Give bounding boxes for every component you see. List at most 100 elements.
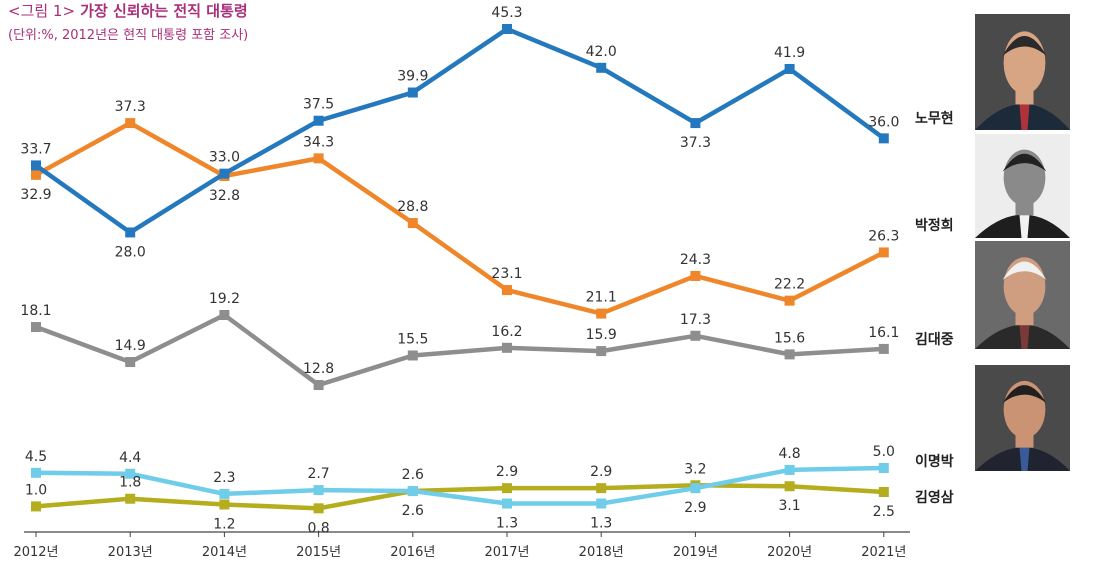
portrait-hair bbox=[1002, 385, 1047, 404]
data-point-marker bbox=[407, 486, 418, 497]
data-point-marker bbox=[878, 343, 889, 354]
data-label: 39.9 bbox=[397, 69, 428, 85]
series-name-label: 김대중 bbox=[915, 331, 954, 348]
data-point-marker bbox=[596, 483, 607, 494]
data-label: 2.7 bbox=[307, 466, 329, 482]
x-tick-label: 2014년 bbox=[202, 545, 247, 560]
portrait-hair bbox=[1002, 36, 1047, 56]
data-label: 15.6 bbox=[774, 330, 805, 346]
data-label: 1.3 bbox=[496, 516, 518, 532]
portrait-hair bbox=[1002, 261, 1047, 280]
x-tick-label: 2013년 bbox=[108, 545, 153, 560]
portrait-park-icon bbox=[975, 134, 1070, 238]
data-point-marker bbox=[125, 227, 136, 238]
series-layer bbox=[31, 24, 889, 514]
x-tick-label: 2012년 bbox=[13, 545, 58, 560]
data-label: 1.8 bbox=[119, 475, 141, 491]
data-point-marker bbox=[407, 350, 418, 361]
data-label: 15.9 bbox=[586, 327, 617, 343]
data-label: 17.3 bbox=[680, 312, 711, 328]
data-label: 2.9 bbox=[684, 500, 706, 516]
x-tick-label: 2019년 bbox=[673, 545, 718, 560]
data-label: 16.2 bbox=[491, 324, 522, 340]
data-label: 26.3 bbox=[868, 228, 899, 244]
data-label: 37.3 bbox=[680, 135, 711, 151]
data-label: 1.3 bbox=[590, 516, 612, 532]
data-point-marker bbox=[31, 169, 41, 180]
data-point-marker bbox=[784, 481, 795, 492]
chart-subtitle: (단위:%, 2012년은 현직 대통령 포함 조사) bbox=[8, 28, 249, 43]
data-point-marker bbox=[784, 295, 795, 306]
data-point-marker bbox=[690, 270, 701, 281]
portraits bbox=[975, 14, 1070, 471]
data-label: 37.5 bbox=[303, 97, 334, 113]
data-point-marker bbox=[313, 153, 324, 164]
data-point-marker bbox=[313, 503, 324, 514]
data-point-marker bbox=[219, 499, 230, 510]
series-0 bbox=[31, 24, 889, 238]
x-tick-label: 2021년 bbox=[861, 545, 906, 560]
data-point-marker bbox=[596, 62, 607, 73]
series-name-label: 박정희 bbox=[915, 217, 954, 234]
data-point-marker bbox=[125, 357, 136, 368]
portrait-tie bbox=[1019, 215, 1030, 238]
data-point-marker bbox=[502, 498, 512, 509]
data-label: 32.8 bbox=[209, 188, 240, 204]
chart-title-main: 가장 신뢰하는 전직 대통령 bbox=[80, 2, 248, 20]
data-label: 45.3 bbox=[491, 5, 522, 21]
data-label: 22.2 bbox=[774, 277, 805, 293]
data-point-marker bbox=[125, 493, 136, 504]
data-label: 2.6 bbox=[402, 467, 424, 483]
data-label: 15.5 bbox=[397, 331, 428, 347]
series-line bbox=[34, 120, 885, 316]
data-point-marker bbox=[125, 468, 136, 479]
data-label: 12.8 bbox=[303, 361, 334, 377]
series-3 bbox=[31, 463, 889, 509]
data-label: 42.0 bbox=[586, 44, 617, 60]
data-point-marker bbox=[31, 322, 41, 333]
data-label: 4.4 bbox=[119, 450, 141, 466]
data-point-marker bbox=[784, 464, 795, 475]
series-1 bbox=[31, 118, 889, 319]
x-tick-label: 2020년 bbox=[767, 545, 812, 560]
data-point-marker bbox=[878, 247, 889, 258]
data-label: 23.1 bbox=[491, 266, 522, 282]
portrait-tie bbox=[1019, 325, 1030, 349]
series-name-label: 노무현 bbox=[915, 111, 954, 127]
portrait-tie bbox=[1019, 104, 1030, 130]
series-line bbox=[35, 312, 884, 388]
data-point-marker bbox=[690, 118, 701, 129]
data-point-marker bbox=[784, 63, 795, 74]
x-tick-label: 2018년 bbox=[579, 545, 624, 560]
portrait-tie bbox=[1019, 447, 1030, 471]
data-label: 2.5 bbox=[873, 504, 895, 520]
x-tick-label: 2015년 bbox=[296, 545, 341, 560]
data-point-marker bbox=[502, 285, 512, 296]
data-point-marker bbox=[313, 485, 324, 496]
data-point-marker bbox=[784, 349, 795, 360]
data-point-marker bbox=[219, 488, 230, 499]
data-label: 19.2 bbox=[209, 291, 240, 307]
data-label: 33.7 bbox=[20, 141, 51, 157]
data-label: 1.0 bbox=[25, 482, 47, 498]
data-label: 2.9 bbox=[496, 464, 518, 480]
x-tick-label: 2016년 bbox=[390, 545, 435, 560]
data-label: 14.9 bbox=[115, 338, 146, 354]
data-point-marker bbox=[690, 330, 701, 341]
data-point-marker bbox=[878, 133, 889, 144]
data-point-marker bbox=[502, 483, 512, 494]
data-label: 33.0 bbox=[209, 150, 240, 166]
series-line bbox=[34, 26, 886, 235]
data-label: 34.3 bbox=[303, 134, 334, 150]
data-label: 5.0 bbox=[873, 444, 895, 460]
data-label: 1.2 bbox=[213, 516, 235, 532]
data-label: 0.8 bbox=[307, 520, 329, 536]
data-label: 4.5 bbox=[25, 449, 47, 465]
data-label: 18.1 bbox=[20, 303, 51, 319]
data-label: 36.0 bbox=[868, 114, 899, 130]
portrait-hair bbox=[1002, 153, 1047, 172]
series-name-label: 이명박 bbox=[915, 453, 954, 470]
data-point-marker bbox=[125, 118, 136, 129]
